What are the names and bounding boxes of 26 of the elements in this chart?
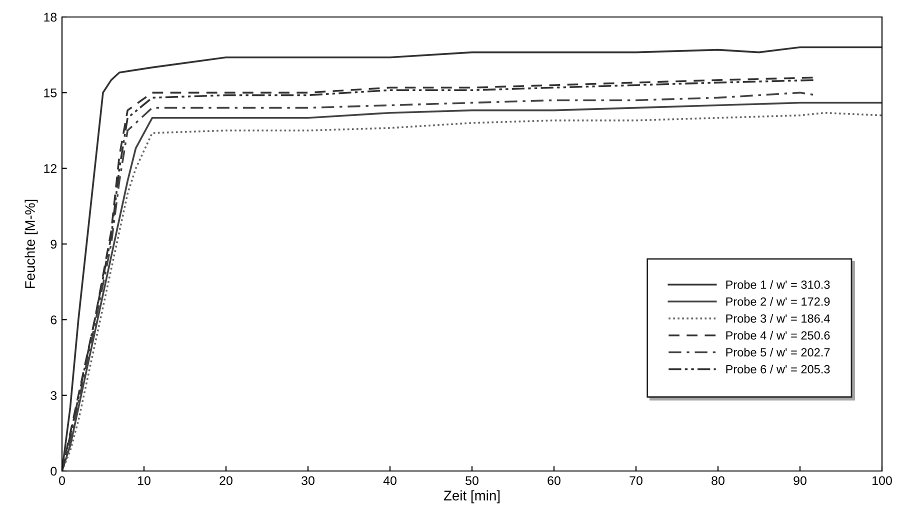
x-tick-label: 20 [220,476,232,486]
x-tick-label: 70 [630,476,642,486]
legend-label: Probe 4 / w' = 250.6 [726,330,830,340]
y-axis-title: Feuchte [M-%] [24,200,38,288]
y-tick-label: 12 [44,164,57,173]
y-tick-label: 9 [50,240,57,249]
y-tick-label: 0 [50,466,57,476]
legend-label: Probe 1 / w' = 310.3 [726,280,830,289]
x-tick-label: 90 [794,476,806,486]
x-tick-label: 50 [466,476,478,486]
x-axis-title: Zeit [min] [444,490,500,504]
legend-label: Probe 2 / w' = 172.9 [726,297,830,306]
x-tick-label: 0 [59,476,65,486]
x-tick-label: 80 [712,476,724,486]
x-tick-label: 100 [872,476,892,486]
y-tick-label: 18 [44,12,57,22]
x-tick-label: 10 [138,476,150,486]
x-tick-label: 40 [383,476,396,486]
x-tick-label: 60 [548,476,560,486]
y-tick-label: 6 [50,315,57,324]
legend-label: Probe 5 / w' = 202.7 [726,348,830,357]
y-tick-label: 15 [44,88,57,98]
legend-label: Probe 3 / w' = 186.4 [726,314,830,323]
x-tick-label: 30 [302,476,314,486]
legend-label: Probe 6 / w' = 205.3 [726,364,830,374]
y-tick-label: 3 [50,391,57,400]
